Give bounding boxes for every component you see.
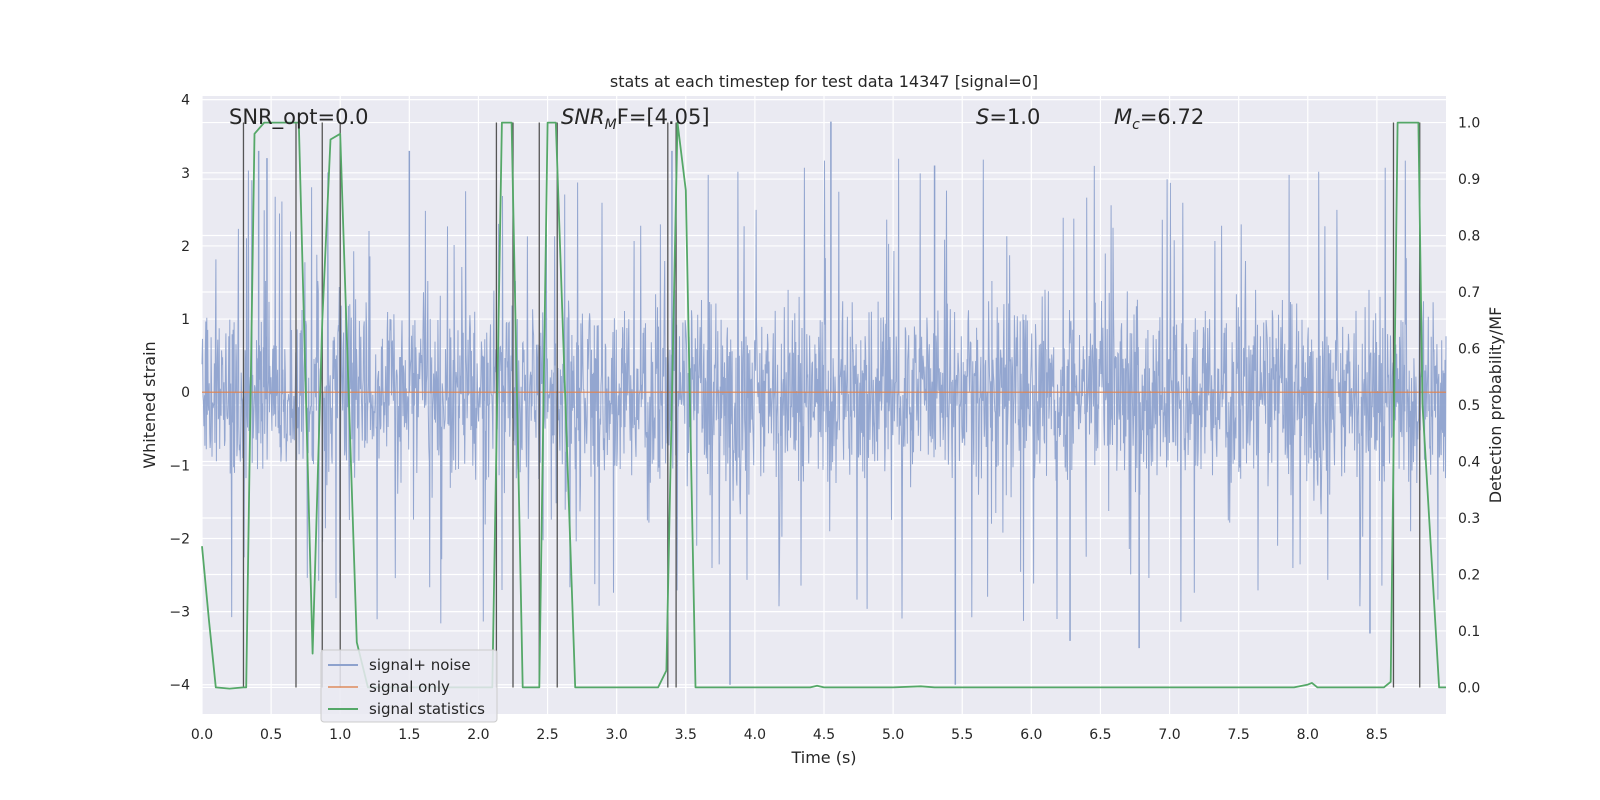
y2-tick-label: 0.9: [1458, 172, 1480, 188]
y-tick-label: 4: [181, 93, 190, 109]
y-tick-label: 2: [181, 239, 190, 255]
x-tick-label: 4.0: [744, 727, 766, 743]
x-axis-label: Time (s): [790, 748, 856, 767]
annotation-s: S=1.0: [976, 105, 1040, 129]
chart-title: stats at each timestep for test data 143…: [610, 72, 1038, 91]
y2-tick-label: 0.0: [1458, 680, 1480, 696]
annotation-snr-mf-var: SNR: [561, 105, 605, 129]
legend: signal+ noise signal only signal statist…: [320, 649, 498, 723]
y-tick-label: 3: [181, 166, 190, 182]
annotation-snr-opt: SNR_opt=0.0: [229, 105, 369, 130]
y2-tick-label: 0.6: [1458, 342, 1480, 358]
x-tick-label: 1.5: [398, 727, 420, 743]
y2-tick-label: 0.7: [1458, 285, 1480, 301]
y2-tick-label: 0.1: [1458, 624, 1480, 640]
y-tick-label: −3: [169, 605, 190, 621]
x-tick-label: 0.5: [260, 727, 282, 743]
x-tick-label: 2.0: [467, 727, 489, 743]
y-tick-label: 0: [181, 385, 190, 401]
x-tick-label: 3.5: [675, 727, 697, 743]
x-tick-label: 4.5: [813, 727, 835, 743]
y-tick-label: −2: [169, 531, 190, 547]
x-tick-label: 1.0: [329, 727, 351, 743]
y-tick-labels: 4 3 2 1 0 −1 −2 −3 −4: [169, 93, 190, 694]
statistics-series: [201, 121, 1446, 690]
annotation-mc: Mc=6.72: [1114, 105, 1204, 133]
y2-tick-label: 0.5: [1458, 398, 1480, 414]
x-tick-label: 8.5: [1366, 727, 1388, 743]
y-tick-label: −1: [169, 458, 190, 474]
y2-tick-label: 0.3: [1458, 511, 1480, 527]
annotation-mc-sub: c: [1132, 117, 1140, 133]
x-tick-labels: 0.0 0.5 1.0 1.5 2.0 2.5 3.0 3.5 4.0 4.5 5.0 5.5 6.0 6…: [191, 727, 1388, 743]
y-axis-label: Whitened strain: [140, 341, 159, 468]
annotation-snr-mf-sub: M: [605, 117, 617, 133]
y-tick-label: −4: [169, 678, 190, 694]
statistics-line: [201, 121, 1446, 690]
x-tick-label: 2.5: [536, 727, 558, 743]
y2-tick-label: 0.8: [1458, 229, 1480, 245]
legend-box: [320, 649, 498, 723]
x-tick-label: 6.5: [1089, 727, 1111, 743]
annotation-mc-value: =6.72: [1140, 105, 1204, 129]
y2-tick-labels: 1.0 0.9 0.8 0.7 0.6 0.5 0.4 0.3 0.2 0.1 0.0: [1458, 116, 1480, 697]
x-tick-label: 5.5: [951, 727, 973, 743]
annotation-snr-mf: SNRMF=[4.05]: [561, 105, 710, 133]
noise-series: [201, 121, 1447, 685]
legend-label-signal-only: signal only: [369, 678, 450, 696]
x-tick-label: 3.0: [606, 727, 628, 743]
x-tick-label: 7.0: [1158, 727, 1180, 743]
annotation-snr-mf-value: F=[4.05]: [617, 105, 710, 129]
y2-tick-label: 0.2: [1458, 567, 1480, 583]
legend-label-noise: signal+ noise: [369, 656, 471, 674]
x-tick-label: 8.0: [1297, 727, 1319, 743]
x-tick-label: 7.5: [1228, 727, 1250, 743]
x-tick-label: 6.0: [1020, 727, 1042, 743]
y2-tick-label: 1.0: [1458, 116, 1480, 132]
legend-label-statistics: signal statistics: [369, 700, 485, 718]
annotation-s-value: =1.0: [989, 105, 1040, 129]
x-tick-label: 5.0: [882, 727, 904, 743]
x-tick-label: 0.0: [191, 727, 213, 743]
annotation-mc-var: M: [1114, 105, 1132, 129]
annotation-s-var: S: [976, 105, 989, 129]
y-tick-label: 1: [181, 312, 190, 328]
y2-axis-label: Detection probability/MF: [1486, 307, 1505, 504]
y2-tick-label: 0.4: [1458, 454, 1480, 470]
